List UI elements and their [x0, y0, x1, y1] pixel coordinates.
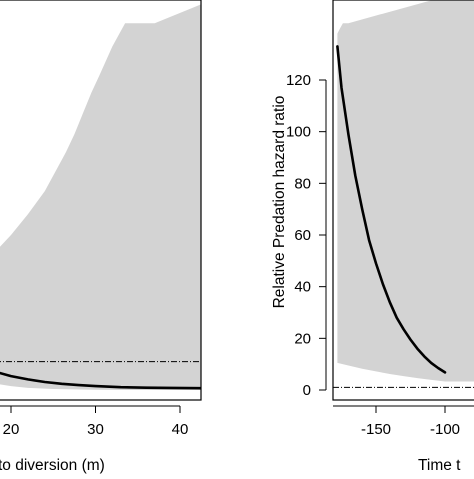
- y-tick-label: 40: [294, 279, 311, 296]
- plot-border: [332, 0, 474, 401]
- confidence-band: [337, 0, 474, 382]
- plot-border: [0, 0, 202, 401]
- confidence-band: [0, 4, 201, 390]
- y-tick-label: 20: [294, 330, 311, 347]
- y-axis: 0 20 40 60 80 100 120 Relative Predation hazard…: [271, 72, 327, 399]
- y-tick-label: 60: [294, 227, 311, 244]
- x-tick-label: 40: [172, 421, 189, 438]
- x-axis-title: Time t: [418, 457, 461, 474]
- series-line: [336, 45, 447, 374]
- plot-area: [333, 0, 474, 388]
- x-tick-label: -150: [361, 421, 391, 438]
- series-line: [0, 371, 201, 390]
- left-panel: 20 30 40 to diversion (m): [0, 0, 202, 474]
- plot-area: [0, 4, 201, 390]
- x-tick-label: 30: [87, 421, 104, 438]
- y-axis-title: Relative Predation hazard ratio: [271, 96, 288, 309]
- y-tick-label: 120: [286, 72, 311, 89]
- right-panel: -150 -100 Time t 0 20 40 60 80 100 120 Relative Pr…: [271, 0, 474, 474]
- x-axis: -150 -100 Time t: [333, 405, 474, 474]
- x-axis: 20 30 40 to diversion (m): [0, 405, 189, 474]
- y-tick-label: 80: [294, 175, 311, 192]
- y-tick-label: 100: [286, 124, 311, 141]
- y-tick-label: 0: [303, 382, 311, 399]
- x-axis-title: to diversion (m): [0, 457, 105, 474]
- x-tick-label: -100: [430, 421, 460, 438]
- x-tick-label: 20: [3, 421, 20, 438]
